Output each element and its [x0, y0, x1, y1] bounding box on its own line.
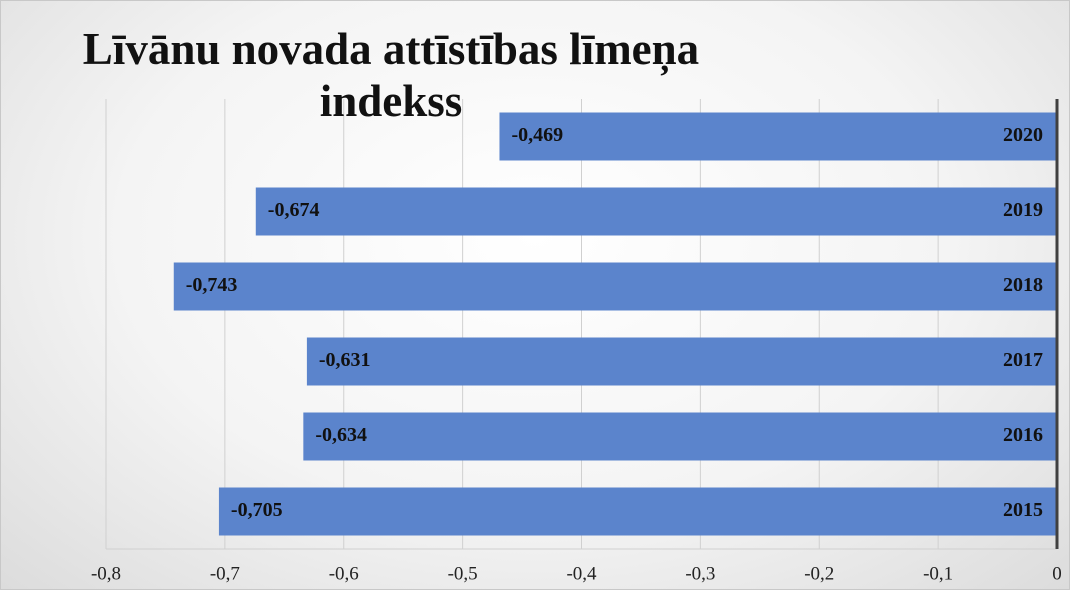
x-tick-label: -0,5: [448, 563, 478, 584]
category-label: 2019: [1003, 199, 1043, 221]
bar: [306, 337, 1057, 386]
category-label: 2017: [1003, 349, 1043, 371]
x-tick-label: -0,6: [329, 563, 359, 584]
value-label: -0,469: [511, 124, 563, 146]
x-tick-label: -0,3: [685, 563, 715, 584]
bar: [255, 187, 1058, 236]
category-label: 2016: [1003, 424, 1043, 446]
value-label: -0,674: [268, 199, 320, 221]
value-label: -0,705: [231, 499, 283, 521]
bar: [218, 487, 1057, 536]
category-label: 2020: [1003, 124, 1043, 146]
x-tick-label: -0,7: [210, 563, 240, 584]
bar: [303, 412, 1057, 461]
category-label: 2018: [1003, 274, 1043, 296]
x-tick-label: 0: [1052, 563, 1062, 584]
value-label: -0,634: [315, 424, 367, 446]
category-label: 2015: [1003, 499, 1043, 521]
chart-title: Līvānu novada attīstības līmeņa indekss: [82, 24, 700, 126]
bar: [173, 262, 1058, 311]
x-tick-label: -0,4: [566, 563, 597, 584]
x-tick-label: -0,1: [923, 563, 953, 584]
x-tick-label: -0,2: [804, 563, 834, 584]
x-tick-label: -0,8: [91, 563, 121, 584]
value-label: -0,743: [186, 274, 238, 296]
bar: [499, 112, 1057, 161]
value-label: -0,631: [319, 349, 371, 371]
